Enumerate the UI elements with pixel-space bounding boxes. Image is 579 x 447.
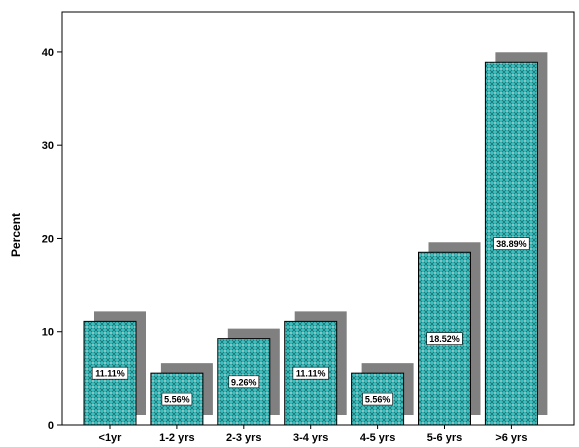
y-tick-label: 10 (42, 327, 54, 339)
y-tick-label: 30 (42, 140, 54, 152)
x-tick-label: 5-6 yrs (427, 432, 462, 444)
x-tick-label: 4-5 yrs (360, 432, 395, 444)
y-tick-label: 20 (42, 233, 54, 245)
x-tick-label: 2-3 yrs (226, 432, 261, 444)
data-label: 5.56% (164, 395, 190, 405)
data-label: 18.52% (429, 334, 460, 344)
x-tick-label: 1-2 yrs (159, 432, 194, 444)
data-label-box (493, 237, 530, 250)
x-tick-label: <1yr (99, 432, 123, 444)
bar-group: 11.11% (83, 311, 146, 426)
bar-group: 18.52% (418, 242, 481, 426)
data-label: 11.11% (95, 369, 125, 379)
x-tick-label: >6 yrs (495, 432, 527, 444)
data-label-box (362, 392, 393, 406)
data-label: 5.56% (365, 395, 391, 405)
data-label-box (228, 375, 260, 389)
y-tick-label: 40 (42, 47, 54, 59)
data-label-box (292, 366, 329, 380)
bar-group: 9.26% (217, 328, 280, 426)
y-tick-label: 0 (48, 420, 54, 432)
x-tick-label: 3-4 yrs (293, 432, 328, 444)
data-label: 9.26% (231, 377, 257, 387)
data-label-box (426, 332, 463, 345)
bar-group: 5.56% (351, 363, 414, 426)
bar-group: 11.11% (284, 311, 347, 426)
data-label-box (91, 366, 129, 380)
data-label: 38.89% (496, 239, 527, 249)
data-label: 11.11% (296, 369, 326, 379)
bar-group: 38.89% (484, 52, 548, 426)
y-axis-title: Percent (9, 213, 23, 257)
bar-group: 5.56% (150, 363, 213, 426)
data-label-box (161, 392, 193, 406)
